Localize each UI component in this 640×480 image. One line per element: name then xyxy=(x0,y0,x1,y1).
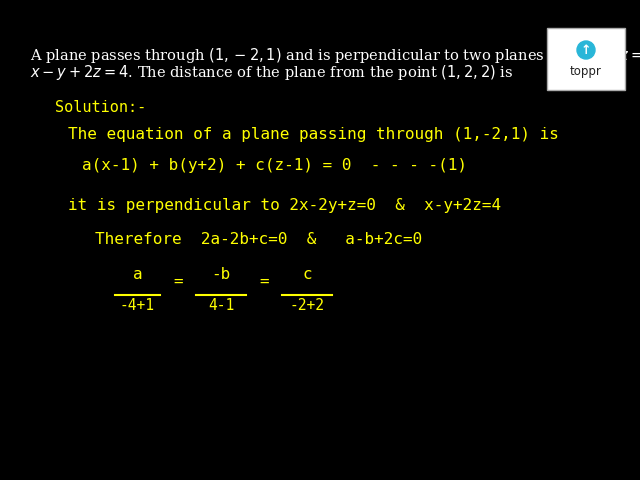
Text: =: = xyxy=(259,274,269,289)
Text: =: = xyxy=(173,274,183,289)
Text: -4+1: -4+1 xyxy=(120,298,155,313)
Text: it is perpendicular to 2x-2y+z=0  &  x-y+2z=4: it is perpendicular to 2x-2y+z=0 & x-y+2… xyxy=(68,198,501,213)
Text: c: c xyxy=(302,267,312,282)
Text: a: a xyxy=(132,267,142,282)
Text: ↑: ↑ xyxy=(580,44,591,57)
Text: A plane passes through $(1,-2,1)$ and is perpendicular to two planes $2x-2y+z=0$: A plane passes through $(1,-2,1)$ and is… xyxy=(30,46,640,65)
Text: toppr: toppr xyxy=(570,65,602,79)
FancyBboxPatch shape xyxy=(547,28,625,90)
Text: a(x-1) + b(y+2) + c(z-1) = 0  - - - -(1): a(x-1) + b(y+2) + c(z-1) = 0 - - - -(1) xyxy=(82,158,467,173)
Circle shape xyxy=(577,41,595,59)
Text: -2+2: -2+2 xyxy=(289,298,324,313)
Text: 4-1: 4-1 xyxy=(208,298,234,313)
Text: The equation of a plane passing through (1,-2,1) is: The equation of a plane passing through … xyxy=(68,127,559,142)
Text: $x-y+2z=4$. The distance of the plane from the point $(1,2,2)$ is: $x-y+2z=4$. The distance of the plane fr… xyxy=(30,63,513,82)
Text: -b: -b xyxy=(211,267,230,282)
Text: Therefore  2a-2b+c=0  &   a-b+2c=0: Therefore 2a-2b+c=0 & a-b+2c=0 xyxy=(95,232,422,247)
Text: Solution:-: Solution:- xyxy=(55,100,147,115)
